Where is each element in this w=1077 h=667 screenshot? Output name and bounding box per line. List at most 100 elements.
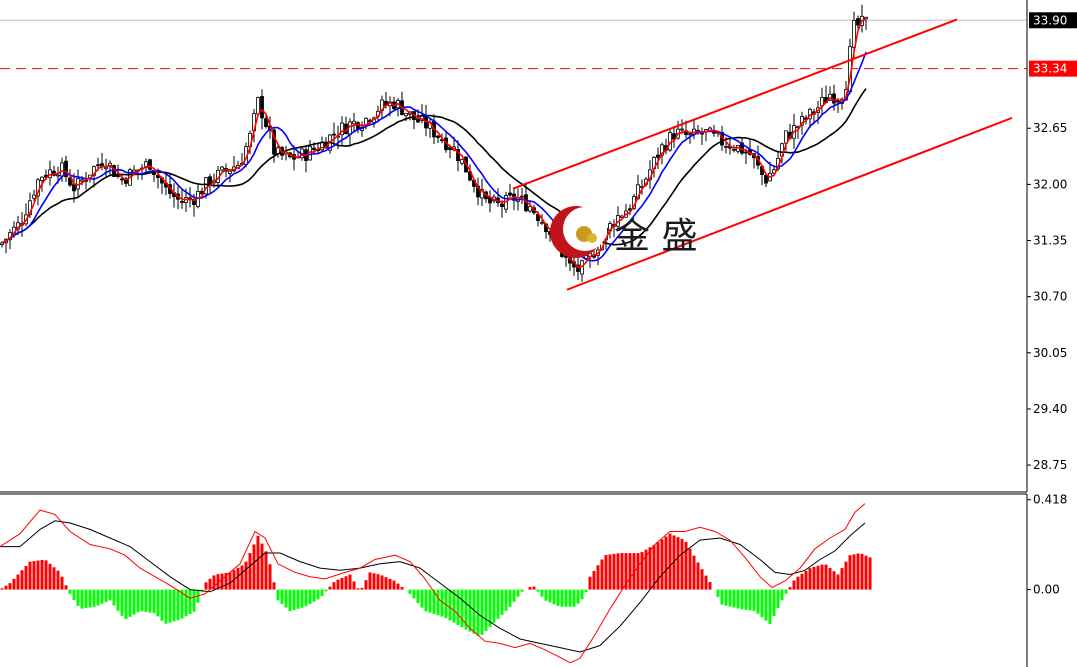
candle-body — [312, 147, 316, 150]
crescent-moon-logo — [550, 206, 607, 258]
histogram-bar — [392, 580, 396, 590]
histogram-bar — [228, 572, 232, 590]
histogram-bar — [672, 535, 676, 590]
histogram-bar — [316, 589, 320, 600]
price-tick-label: 32.00 — [1033, 177, 1067, 191]
histogram-bar — [188, 589, 192, 614]
histogram-bar — [844, 561, 848, 590]
histogram-bar — [828, 567, 832, 590]
histogram-bar — [136, 589, 140, 613]
candle-body — [724, 145, 728, 148]
histogram-bar — [604, 555, 608, 590]
oscillator-axis: 0.418 0.00 — [1026, 493, 1067, 667]
candle-body — [832, 93, 836, 104]
price-tick-label: 32.65 — [1033, 121, 1067, 135]
histogram-bar — [132, 589, 136, 615]
candle-body — [732, 148, 736, 151]
histogram-bar — [144, 589, 148, 612]
histogram-bar — [788, 587, 792, 590]
histogram-bar — [456, 589, 460, 626]
histogram-bar — [624, 553, 628, 590]
price-tags: 33.90 33.34 — [1029, 12, 1077, 77]
histogram-bar — [348, 574, 352, 590]
histogram-bar — [116, 589, 120, 611]
candle-body — [60, 162, 64, 177]
histogram-bar — [752, 589, 756, 611]
histogram-bar — [112, 589, 116, 606]
histogram-bar — [208, 578, 212, 590]
histogram-bar — [528, 587, 532, 590]
candle-body — [508, 192, 512, 196]
histogram-bar — [332, 582, 336, 590]
histogram-bar — [852, 554, 856, 590]
candle-body — [800, 116, 804, 126]
histogram-bar — [640, 551, 644, 590]
histogram-bar — [176, 589, 180, 621]
candle-body — [40, 176, 44, 181]
histogram-bar — [424, 589, 428, 612]
histogram-bar — [384, 577, 388, 590]
candle-body — [256, 97, 260, 115]
candle-body — [68, 177, 72, 186]
histogram-bar — [32, 561, 36, 590]
histogram-bar — [172, 589, 176, 622]
candle-body — [416, 118, 420, 123]
histogram-bar — [60, 576, 64, 590]
histogram-bar — [484, 589, 488, 631]
histogram-bar — [4, 585, 8, 590]
histogram-bar — [820, 564, 824, 590]
price-tag-label: 33.34 — [1033, 62, 1067, 76]
histogram-bar — [464, 589, 468, 630]
histogram-bar — [420, 589, 424, 608]
histogram-bar — [236, 567, 240, 590]
price-tick-label: 30.70 — [1033, 290, 1067, 304]
histogram-bar — [88, 589, 92, 608]
candle-body — [520, 195, 524, 198]
histogram-bar — [520, 589, 524, 592]
histogram-bar — [832, 571, 836, 590]
histogram-bar — [756, 589, 760, 614]
candle-body — [264, 118, 268, 127]
histogram-bar — [312, 589, 316, 602]
histogram-bar — [736, 589, 740, 609]
histogram-bar — [636, 553, 640, 590]
histogram-bar — [452, 589, 456, 623]
histogram-bar — [716, 589, 720, 597]
histogram-bar — [20, 570, 24, 590]
histogram-bar — [608, 554, 612, 590]
signal-fast-line — [0, 503, 866, 664]
histogram-bar — [688, 548, 692, 590]
ma-fast-line — [1, 18, 867, 269]
histogram-bar — [552, 589, 556, 605]
histogram-bar — [412, 589, 416, 599]
histogram-bar — [720, 589, 724, 605]
histogram-bar — [192, 589, 196, 612]
histogram-bar — [416, 589, 420, 604]
histogram-bar — [764, 589, 768, 621]
histogram-bar — [56, 570, 60, 590]
histogram-bar — [388, 578, 392, 590]
histogram-bar — [344, 576, 348, 590]
histogram-bar — [168, 589, 172, 623]
candle-body — [80, 179, 84, 182]
histogram-bar — [380, 575, 384, 590]
histogram-bar — [36, 560, 40, 590]
candle-body — [528, 206, 532, 212]
histogram-bar — [444, 589, 448, 619]
candle-body — [656, 154, 660, 158]
histogram-bar — [620, 553, 624, 590]
histogram-bar — [864, 555, 868, 590]
histogram-bar — [784, 589, 788, 594]
trend-channel-line — [566, 116, 1013, 291]
candle-body — [148, 159, 152, 170]
histogram-bar — [468, 589, 472, 632]
histogram-bar — [496, 589, 500, 619]
histogram-bar — [592, 570, 596, 590]
histogram-bar — [40, 559, 44, 590]
histogram-bar — [408, 589, 412, 594]
candle-body — [680, 128, 684, 131]
candle-body — [32, 194, 36, 199]
histogram-bar — [340, 577, 344, 590]
candle-body — [456, 149, 460, 162]
histogram-bar — [76, 589, 80, 606]
